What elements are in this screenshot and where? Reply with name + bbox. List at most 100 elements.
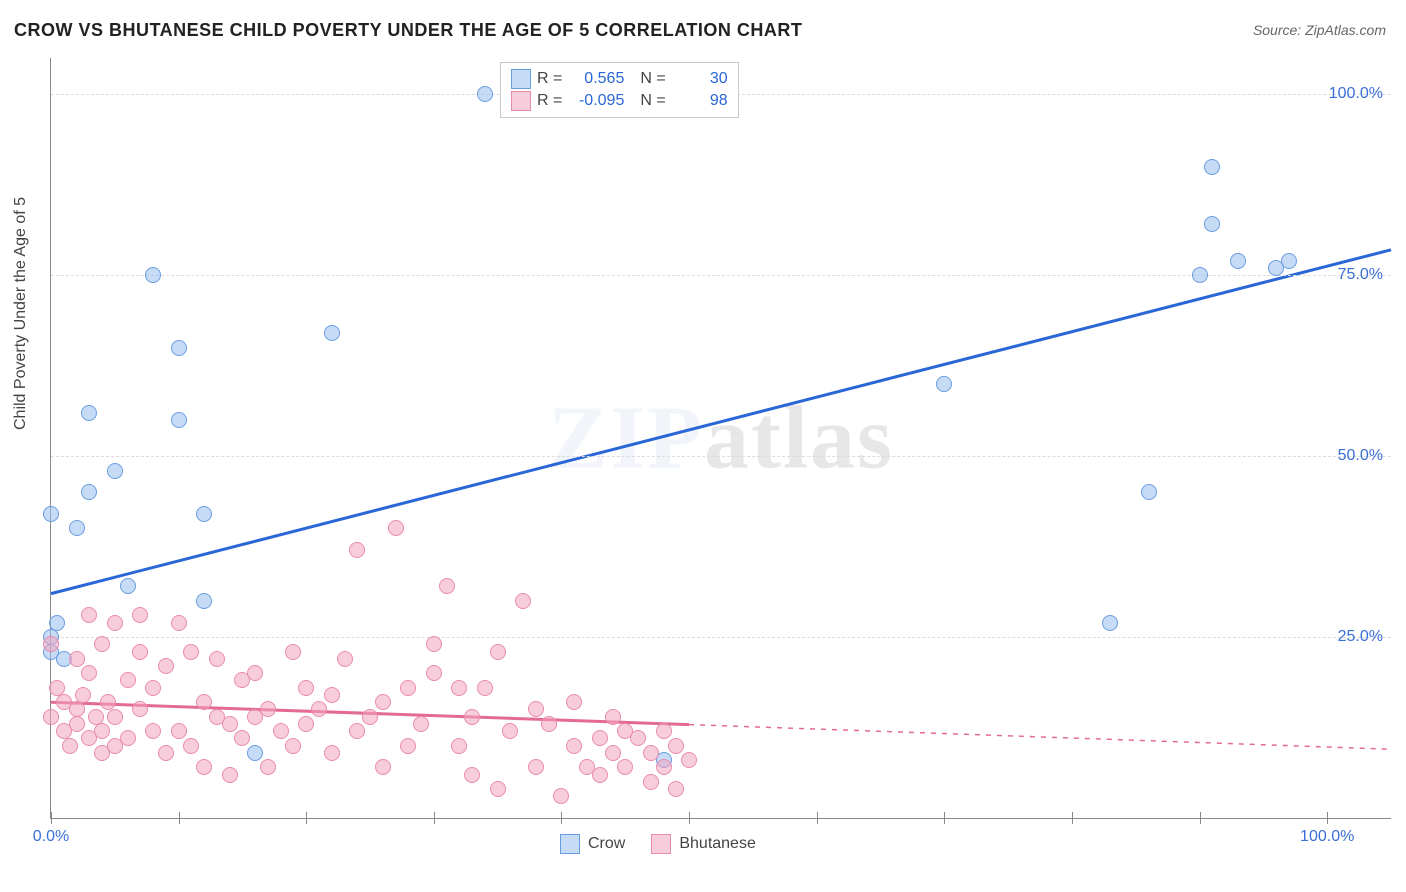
data-point xyxy=(630,730,646,746)
data-point xyxy=(605,745,621,761)
data-point xyxy=(43,709,59,725)
data-point xyxy=(209,651,225,667)
data-point xyxy=(94,723,110,739)
data-point xyxy=(490,644,506,660)
data-point xyxy=(260,759,276,775)
data-point xyxy=(62,738,78,754)
data-point xyxy=(1204,159,1220,175)
data-point xyxy=(1281,253,1297,269)
data-point xyxy=(1141,484,1157,500)
xtick-label: 100.0% xyxy=(1300,828,1354,846)
data-point xyxy=(69,701,85,717)
data-point xyxy=(605,709,621,725)
data-point xyxy=(285,738,301,754)
data-point xyxy=(196,593,212,609)
data-point xyxy=(132,644,148,660)
data-point xyxy=(362,709,378,725)
data-point xyxy=(132,607,148,623)
data-point xyxy=(120,672,136,688)
chart-title: CROW VS BHUTANESE CHILD POVERTY UNDER TH… xyxy=(14,20,802,41)
data-point xyxy=(69,716,85,732)
xtick xyxy=(689,812,690,824)
data-point xyxy=(451,738,467,754)
legend-item-crow: Crow xyxy=(560,834,625,854)
data-point xyxy=(668,781,684,797)
data-point xyxy=(273,723,289,739)
data-point xyxy=(936,376,952,392)
swatch-crow-icon xyxy=(560,834,580,854)
data-point xyxy=(81,405,97,421)
swatch-bhutanese-icon xyxy=(651,834,671,854)
data-point xyxy=(1102,615,1118,631)
data-point xyxy=(324,325,340,341)
data-point xyxy=(107,463,123,479)
legend-row-crow: R = 0.565 N = 30 xyxy=(511,69,728,89)
data-point xyxy=(477,680,493,696)
data-point xyxy=(439,578,455,594)
data-point xyxy=(668,738,684,754)
xtick xyxy=(51,812,52,824)
legend-correlation: R = 0.565 N = 30 R = -0.095 N = 98 xyxy=(500,62,739,118)
data-point xyxy=(145,267,161,283)
ytick-label: 25.0% xyxy=(1338,628,1383,646)
xtick xyxy=(944,812,945,824)
data-point xyxy=(490,781,506,797)
data-point xyxy=(528,759,544,775)
data-point xyxy=(222,716,238,732)
data-point xyxy=(196,506,212,522)
data-point xyxy=(120,578,136,594)
data-point xyxy=(120,730,136,746)
data-point xyxy=(553,788,569,804)
data-point xyxy=(566,738,582,754)
legend-row-bhutanese: R = -0.095 N = 98 xyxy=(511,91,728,111)
data-point xyxy=(1230,253,1246,269)
data-point xyxy=(145,680,161,696)
data-point xyxy=(388,520,404,536)
data-point xyxy=(477,86,493,102)
xtick xyxy=(306,812,307,824)
data-point xyxy=(681,752,697,768)
swatch-bhutanese-icon xyxy=(511,91,531,111)
data-point xyxy=(81,607,97,623)
data-point xyxy=(426,636,442,652)
xtick xyxy=(179,812,180,824)
data-point xyxy=(617,759,633,775)
data-point xyxy=(247,665,263,681)
legend-series: Crow Bhutanese xyxy=(560,834,756,854)
xtick xyxy=(1072,812,1073,824)
xtick xyxy=(434,812,435,824)
data-point xyxy=(158,745,174,761)
xtick xyxy=(1327,812,1328,824)
data-point xyxy=(643,745,659,761)
data-point xyxy=(81,484,97,500)
data-point xyxy=(222,767,238,783)
trend-line-dashed xyxy=(689,725,1391,750)
xtick xyxy=(817,812,818,824)
data-point xyxy=(183,644,199,660)
data-point xyxy=(171,723,187,739)
ytick-label: 100.0% xyxy=(1329,85,1383,103)
ytick-label: 75.0% xyxy=(1338,266,1383,284)
data-point xyxy=(515,593,531,609)
data-point xyxy=(375,694,391,710)
data-point xyxy=(171,412,187,428)
trend-lines-layer xyxy=(51,58,1391,818)
data-point xyxy=(464,767,480,783)
data-point xyxy=(247,745,263,761)
data-point xyxy=(464,709,480,725)
xtick-label: 0.0% xyxy=(33,828,69,846)
data-point xyxy=(94,636,110,652)
data-point xyxy=(107,615,123,631)
data-point xyxy=(592,767,608,783)
data-point xyxy=(400,680,416,696)
data-point xyxy=(413,716,429,732)
data-point xyxy=(49,615,65,631)
xtick xyxy=(1200,812,1201,824)
gridline xyxy=(51,456,1391,457)
data-point xyxy=(1204,216,1220,232)
data-point xyxy=(158,658,174,674)
data-point xyxy=(171,340,187,356)
data-point xyxy=(451,680,467,696)
data-point xyxy=(260,701,276,717)
trend-line xyxy=(51,250,1391,594)
